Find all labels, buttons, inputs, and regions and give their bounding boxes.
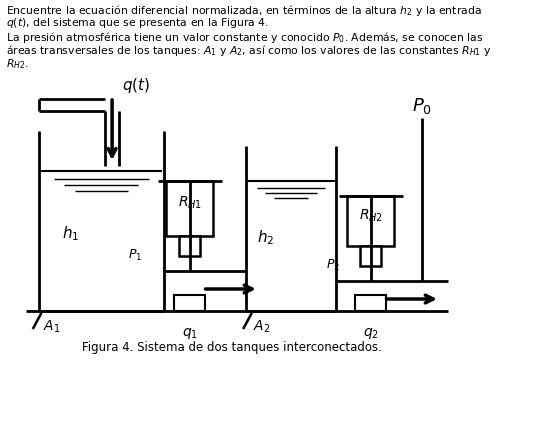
Text: áreas transversales de los tanques: $A_1$ y $A_2$, así como los valores de las c: áreas transversales de los tanques: $A_1… xyxy=(6,43,492,58)
Bar xyxy=(174,295,205,311)
Bar xyxy=(360,246,381,266)
Bar xyxy=(348,196,394,246)
Text: $P_1$: $P_1$ xyxy=(128,248,142,263)
Text: $q(t)$: $q(t)$ xyxy=(122,76,150,95)
Text: $h_1$: $h_1$ xyxy=(62,225,80,243)
Text: $P_2$: $P_2$ xyxy=(326,258,340,273)
Bar xyxy=(355,295,386,311)
Text: $A_2$: $A_2$ xyxy=(253,319,270,335)
Text: La presión atmosférica tiene un valor constante y conocido $P_0$. Además, se con: La presión atmosférica tiene un valor co… xyxy=(6,30,484,45)
Text: $q_2$: $q_2$ xyxy=(363,326,379,341)
Text: $q_1$: $q_1$ xyxy=(182,326,198,341)
Text: $A_1$: $A_1$ xyxy=(43,319,61,335)
Text: Figura 4. Sistema de dos tanques interconectados.: Figura 4. Sistema de dos tanques interco… xyxy=(82,342,382,354)
Text: $q(t)$, del sistema que se presenta en la Figura 4.: $q(t)$, del sistema que se presenta en l… xyxy=(6,17,269,31)
Text: $R_{H2}$.: $R_{H2}$. xyxy=(6,57,29,71)
Text: $h_2$: $h_2$ xyxy=(257,229,274,248)
Text: $R_{H2}$: $R_{H2}$ xyxy=(359,208,383,224)
Text: $P_0$: $P_0$ xyxy=(413,96,433,116)
Text: Encuentre la ecuación diferencial normalizada, en términos de la altura $h_2$ y : Encuentre la ecuación diferencial normal… xyxy=(6,3,482,18)
Bar xyxy=(179,236,200,256)
Bar xyxy=(166,181,213,236)
Text: $R_{H1}$: $R_{H1}$ xyxy=(178,195,202,211)
